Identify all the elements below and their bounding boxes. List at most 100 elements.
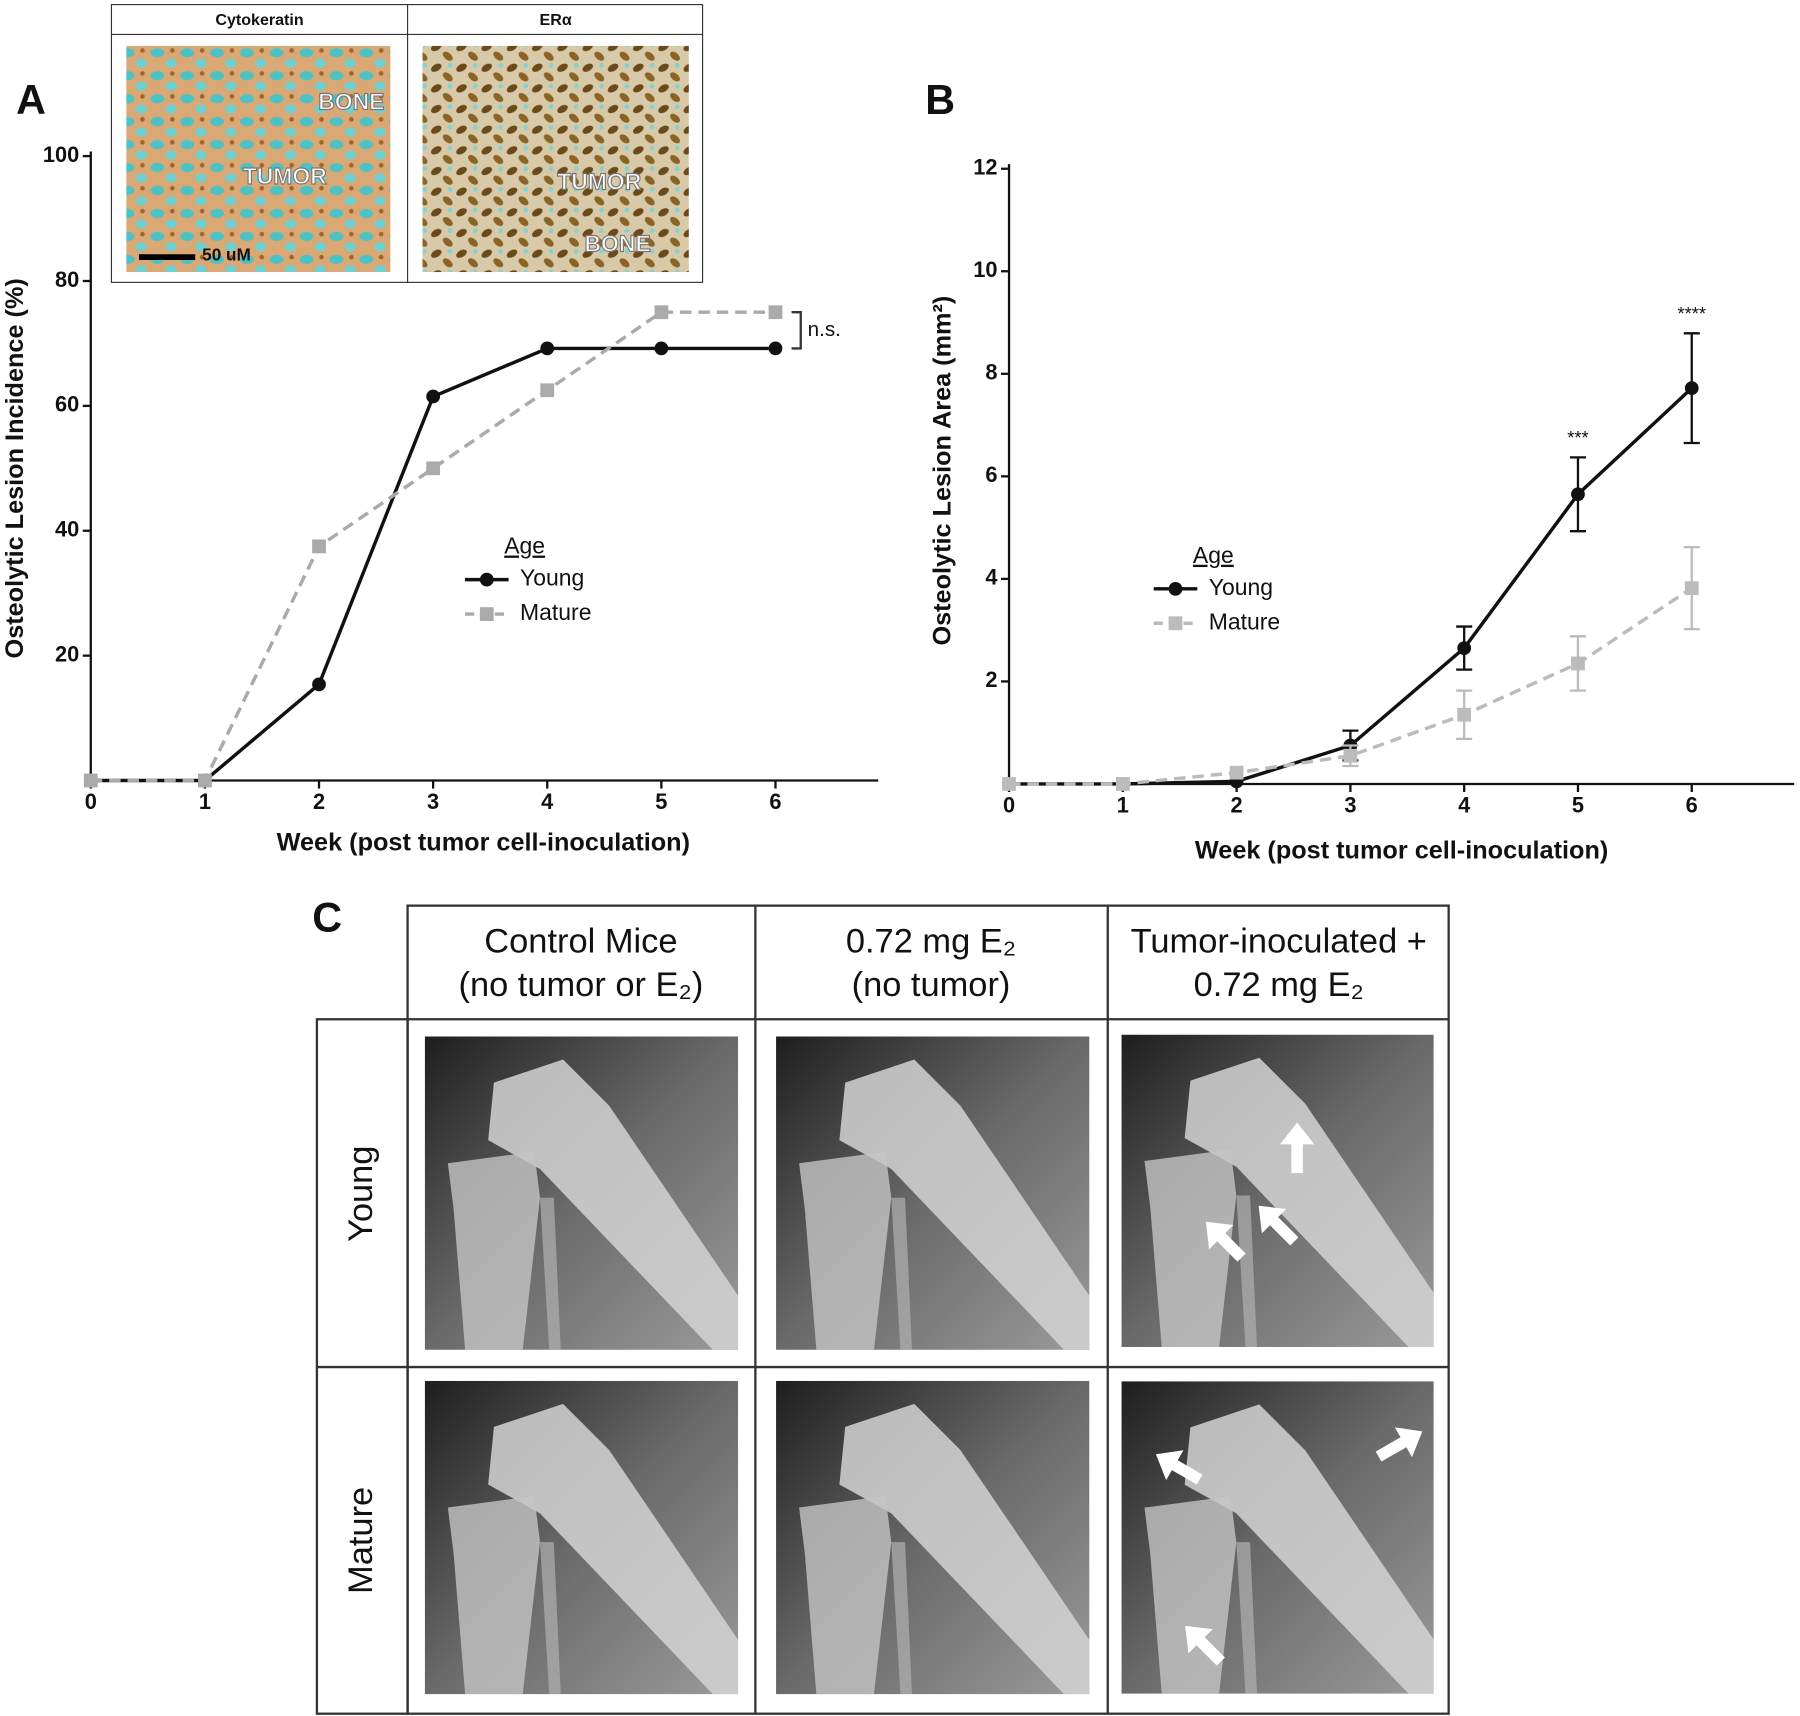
series-line bbox=[90, 310, 776, 783]
image-label: TUMOR bbox=[557, 169, 642, 195]
marker bbox=[654, 305, 669, 320]
x-axis-title: Week (post tumor cell-inoculation) bbox=[277, 828, 690, 856]
legend-title: Age bbox=[504, 533, 545, 559]
y-tick-label: 20 bbox=[55, 641, 79, 666]
xray-image bbox=[424, 1036, 739, 1350]
marker bbox=[1343, 748, 1358, 763]
row-header: Young bbox=[342, 1146, 380, 1242]
panel-label: A bbox=[16, 77, 46, 123]
column-header: Tumor-inoculated + bbox=[1131, 923, 1427, 961]
marker bbox=[1457, 707, 1472, 722]
legend-label: Young bbox=[1209, 574, 1273, 600]
x-tick-label: 2 bbox=[313, 789, 325, 814]
y-tick-label: 8 bbox=[985, 360, 997, 385]
xray-image bbox=[776, 1036, 1090, 1350]
marker bbox=[654, 341, 669, 356]
marker bbox=[1684, 581, 1699, 596]
x-tick-label: 3 bbox=[1344, 793, 1356, 818]
marker bbox=[426, 461, 441, 476]
y-axis-title: Osteolytic Lesion Area (mm²) bbox=[928, 296, 956, 646]
inset-header: Cytokeratin bbox=[215, 11, 303, 29]
y-tick-label: 80 bbox=[55, 267, 79, 292]
image-label: BONE bbox=[584, 231, 650, 257]
bracket bbox=[791, 311, 802, 350]
x-tick-label: 5 bbox=[1572, 793, 1584, 818]
grid-frame bbox=[315, 904, 1450, 1715]
y-tick-label: 4 bbox=[985, 565, 997, 590]
y-tick-label: 60 bbox=[55, 392, 79, 417]
marker bbox=[540, 341, 555, 356]
x-tick-label: 6 bbox=[1686, 793, 1698, 818]
column-header: (no tumor) bbox=[852, 966, 1011, 1004]
y-tick-label: 12 bbox=[973, 154, 997, 179]
annotation: n.s. bbox=[808, 318, 841, 341]
x-tick-label: 3 bbox=[427, 789, 439, 814]
xray-image bbox=[1121, 1034, 1434, 1347]
x-tick-label: 4 bbox=[1458, 793, 1470, 818]
panel-label: C bbox=[312, 894, 342, 940]
legend-title: Age bbox=[1193, 542, 1234, 568]
legend-label: Mature bbox=[520, 599, 591, 625]
x-tick-label: 6 bbox=[769, 789, 781, 814]
scale-label: 50 uM bbox=[202, 245, 251, 265]
image-label: TUMOR bbox=[243, 163, 328, 189]
x-tick-label: 4 bbox=[541, 789, 553, 814]
x-tick-label: 1 bbox=[199, 789, 211, 814]
legend-marker bbox=[1168, 581, 1183, 596]
x-tick-label: 0 bbox=[85, 789, 97, 814]
y-tick-label: 2 bbox=[985, 667, 997, 692]
marker bbox=[768, 305, 783, 320]
marker bbox=[83, 773, 98, 788]
legend-label: Mature bbox=[1209, 608, 1280, 634]
marker bbox=[312, 539, 326, 554]
legend-marker bbox=[479, 607, 494, 621]
inset: Cytokeratin ERα BONE TUMOR TUMOR BONE 50… bbox=[110, 4, 704, 283]
marker bbox=[768, 341, 783, 356]
y-tick-label: 6 bbox=[985, 462, 997, 487]
marker bbox=[1684, 381, 1699, 396]
significance: *** bbox=[1567, 427, 1588, 448]
marker bbox=[1115, 777, 1130, 791]
column-header: 0.72 mg E₂ bbox=[846, 923, 1016, 961]
x-tick-label: 5 bbox=[655, 789, 667, 814]
row-header: Mature bbox=[342, 1487, 380, 1594]
significance: **** bbox=[1677, 303, 1706, 324]
y-tick-label: 10 bbox=[973, 257, 997, 282]
series-line bbox=[1009, 386, 1693, 786]
y-axis-title: Osteolytic Lesion Incidence (%) bbox=[1, 278, 29, 658]
inset-header: ERα bbox=[540, 11, 572, 29]
series-line bbox=[90, 346, 776, 783]
x-tick-label: 0 bbox=[1003, 793, 1015, 818]
xray-image bbox=[1121, 1381, 1434, 1694]
stain-image bbox=[126, 45, 391, 273]
legend-label: Young bbox=[520, 565, 584, 591]
marker bbox=[540, 383, 555, 398]
y-tick-label: 100 bbox=[43, 142, 79, 167]
y-tick-label: 40 bbox=[55, 517, 79, 542]
marker bbox=[198, 773, 212, 788]
marker bbox=[1571, 487, 1585, 502]
marker bbox=[1229, 765, 1244, 780]
image-grid: Control Mice (no tumor or E₂) 0.72 mg E₂… bbox=[315, 904, 1450, 1715]
column-header: 0.72 mg E₂ bbox=[1194, 966, 1364, 1004]
legend-marker bbox=[479, 572, 494, 587]
xray-image bbox=[776, 1380, 1090, 1695]
marker bbox=[1002, 777, 1016, 791]
x-tick-label: 2 bbox=[1231, 793, 1243, 818]
marker bbox=[426, 389, 441, 404]
column-header: (no tumor or E₂) bbox=[458, 966, 703, 1004]
x-axis-title: Week (post tumor cell-inoculation) bbox=[1195, 836, 1608, 864]
legend-marker bbox=[1168, 616, 1183, 631]
panel-label: B bbox=[925, 77, 955, 123]
chart: 20 40 60 80 100 0 1 2 3 4 5 6 Week (post tumor cell-… bbox=[1, 142, 879, 856]
image-label: BONE bbox=[318, 88, 384, 114]
xray-image bbox=[424, 1380, 739, 1695]
marker bbox=[312, 677, 326, 692]
column-header: Control Mice bbox=[484, 923, 677, 961]
x-tick-label: 1 bbox=[1117, 793, 1129, 818]
marker bbox=[1571, 656, 1585, 671]
marker bbox=[1457, 641, 1472, 655]
